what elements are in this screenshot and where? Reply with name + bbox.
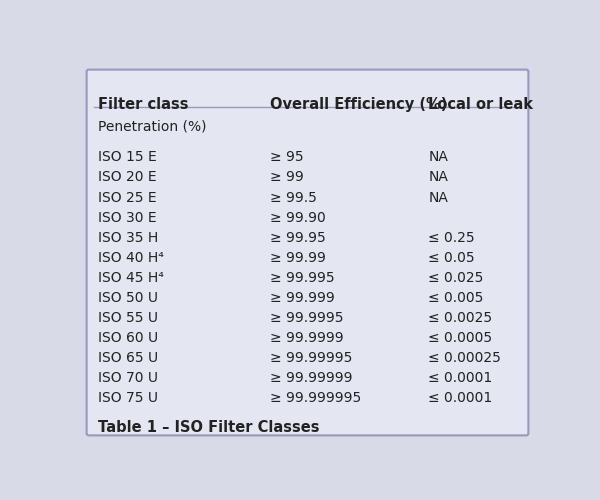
Text: ≤ 0.00025: ≤ 0.00025 <box>428 350 501 364</box>
Text: Local or leak: Local or leak <box>428 96 533 112</box>
Text: ≥ 99.99: ≥ 99.99 <box>270 250 326 264</box>
Text: ISO 40 H⁴: ISO 40 H⁴ <box>98 250 164 264</box>
Text: ≥ 99.90: ≥ 99.90 <box>270 210 326 224</box>
Text: NA: NA <box>428 150 448 164</box>
Text: ≤ 0.005: ≤ 0.005 <box>428 290 484 304</box>
Text: ≥ 95: ≥ 95 <box>270 150 304 164</box>
Text: ISO 30 E: ISO 30 E <box>98 210 157 224</box>
Text: ISO 35 H: ISO 35 H <box>98 230 158 244</box>
Text: ≤ 0.025: ≤ 0.025 <box>428 270 484 284</box>
Text: ≥ 99.9995: ≥ 99.9995 <box>270 310 344 324</box>
Text: ≤ 0.25: ≤ 0.25 <box>428 230 475 244</box>
Text: ≤ 0.0005: ≤ 0.0005 <box>428 330 493 344</box>
Text: ISO 55 U: ISO 55 U <box>98 310 158 324</box>
Text: ≥ 99.999: ≥ 99.999 <box>270 290 335 304</box>
Text: ≥ 99.99999: ≥ 99.99999 <box>270 370 353 384</box>
Text: NA: NA <box>428 190 448 204</box>
Text: ISO 15 E: ISO 15 E <box>98 150 157 164</box>
Text: ≥ 99.999995: ≥ 99.999995 <box>270 390 362 404</box>
Text: ≥ 99.95: ≥ 99.95 <box>270 230 326 244</box>
Text: Filter class: Filter class <box>98 96 189 112</box>
Text: Penetration (%): Penetration (%) <box>98 120 207 134</box>
Text: ≥ 99.99995: ≥ 99.99995 <box>270 350 353 364</box>
Text: ≥ 99.9999: ≥ 99.9999 <box>270 330 344 344</box>
Text: ≤ 0.05: ≤ 0.05 <box>428 250 475 264</box>
Text: ≤ 0.0025: ≤ 0.0025 <box>428 310 493 324</box>
Text: ≥ 99.995: ≥ 99.995 <box>270 270 335 284</box>
Text: ISO 50 U: ISO 50 U <box>98 290 158 304</box>
Text: ISO 65 U: ISO 65 U <box>98 350 158 364</box>
Text: Table 1 – ISO Filter Classes: Table 1 – ISO Filter Classes <box>98 420 320 436</box>
Text: ≤ 0.0001: ≤ 0.0001 <box>428 370 493 384</box>
Text: ISO 75 U: ISO 75 U <box>98 390 158 404</box>
Text: ≥ 99: ≥ 99 <box>270 170 304 184</box>
Text: ISO 20 E: ISO 20 E <box>98 170 157 184</box>
Text: ISO 60 U: ISO 60 U <box>98 330 158 344</box>
Text: Overall Efficiency (%): Overall Efficiency (%) <box>270 96 448 112</box>
Text: ≥ 99.5: ≥ 99.5 <box>270 190 317 204</box>
Text: ≤ 0.0001: ≤ 0.0001 <box>428 390 493 404</box>
Text: ISO 70 U: ISO 70 U <box>98 370 158 384</box>
Text: NA: NA <box>428 170 448 184</box>
FancyBboxPatch shape <box>86 70 529 436</box>
Text: ISO 25 E: ISO 25 E <box>98 190 157 204</box>
Text: ISO 45 H⁴: ISO 45 H⁴ <box>98 270 164 284</box>
